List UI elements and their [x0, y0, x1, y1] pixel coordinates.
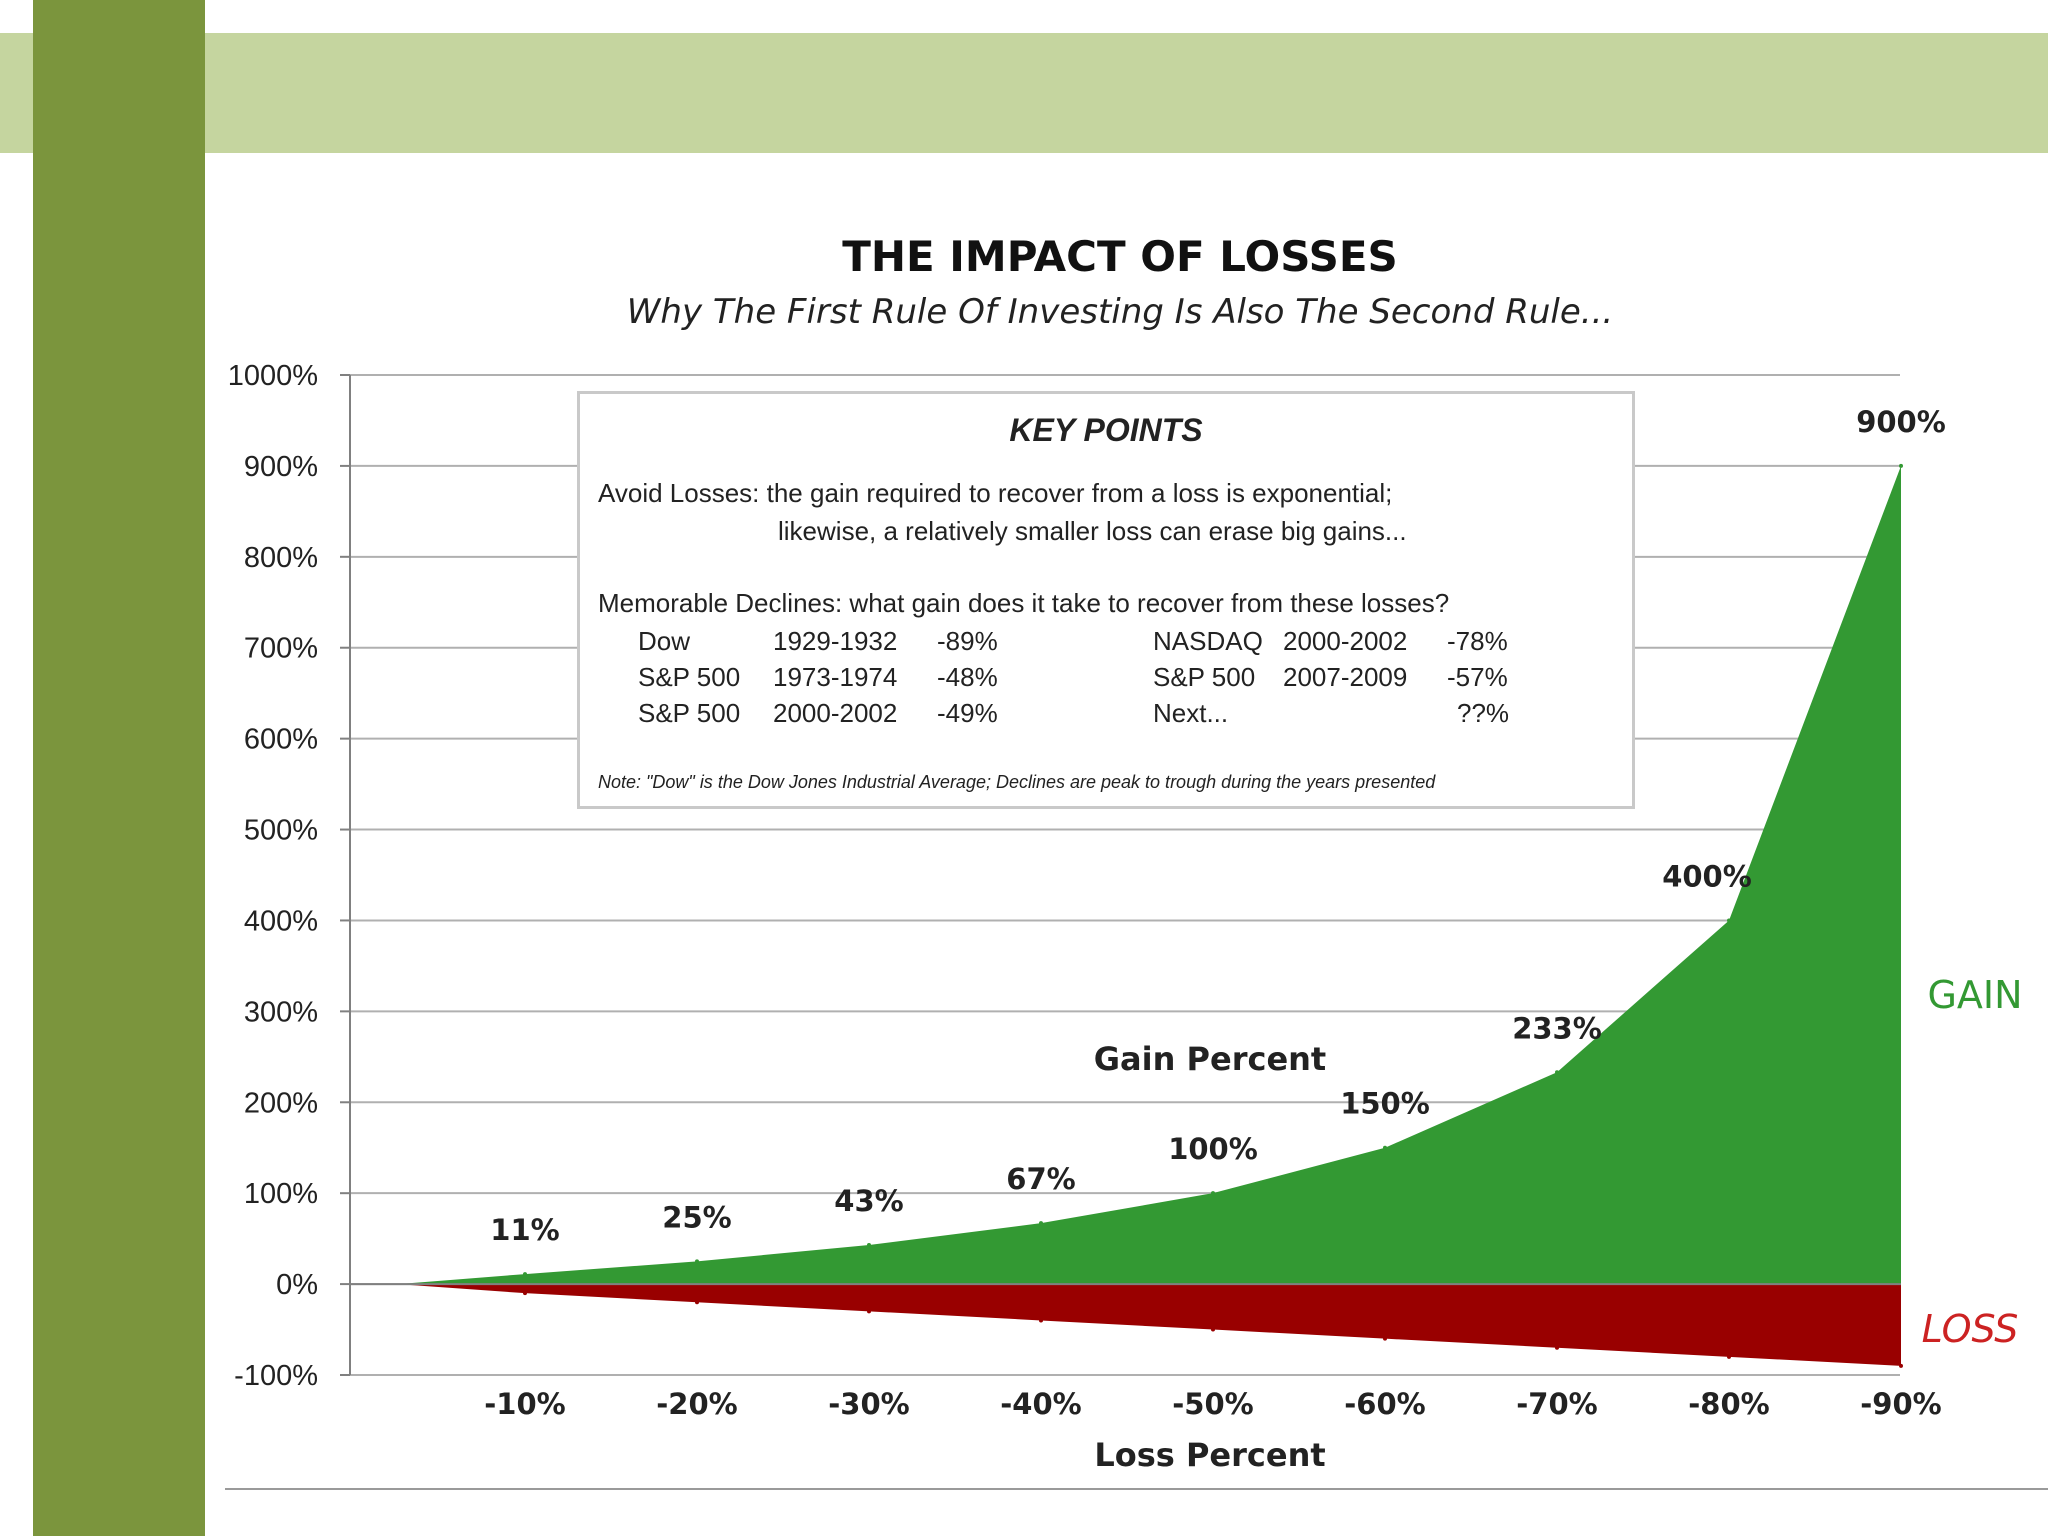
gain-point [867, 1243, 871, 1247]
y-tick-label: 100% [244, 1178, 318, 1210]
y-tick-label: 400% [244, 905, 318, 937]
decline-name: S&P 500 [638, 662, 741, 692]
x-tick-label: -90% [1860, 1387, 1941, 1421]
x-tick-label: -20% [656, 1387, 737, 1421]
y-tick-label: 800% [244, 542, 318, 574]
decline-pct: ??% [1457, 698, 1510, 728]
loss-area [398, 1284, 1901, 1366]
gain-point [1555, 1070, 1559, 1075]
gain-point [695, 1259, 699, 1264]
y-tick-label: 500% [244, 815, 318, 847]
chart-subtitle: Why The First Rule Of Investing Is Also … [626, 292, 1614, 332]
left-accent-bar [33, 0, 205, 1536]
loss-point [1727, 1354, 1731, 1359]
loss-point [1899, 1363, 1903, 1368]
loss-point [523, 1291, 527, 1296]
x-tick-label: -10% [484, 1387, 565, 1421]
y-tick-label: 600% [244, 724, 318, 756]
gain-point [1727, 918, 1731, 923]
y-tick-label: 0% [276, 1269, 318, 1301]
decline-years: 2007-2009 [1283, 662, 1408, 692]
gain-data-label: 11% [490, 1213, 559, 1247]
x-tick-label: -50% [1172, 1387, 1253, 1421]
decline-pct: -48% [937, 662, 998, 692]
loss-point [1383, 1336, 1387, 1341]
decline-years: 2000-2002 [773, 698, 898, 728]
avoid-losses-line-2: likewise, a relatively smaller loss can … [778, 516, 1407, 546]
gain-point [1039, 1221, 1043, 1226]
key-points-note: Note: "Dow" is the Dow Jones Industrial … [598, 772, 1436, 792]
loss-series-label: LOSS [1922, 1307, 2019, 1351]
gain-point [1899, 463, 1903, 468]
decline-pct: -78% [1447, 626, 1508, 656]
gain-data-label: 150% [1340, 1087, 1430, 1121]
y-tick-label: 1000% [228, 360, 318, 392]
x-tick-label: -80% [1688, 1387, 1769, 1421]
gain-data-label: 900% [1856, 405, 1946, 439]
x-tick-label: -70% [1516, 1387, 1597, 1421]
loss-point [1555, 1345, 1559, 1350]
decline-years: 1973-1974 [773, 662, 898, 692]
y-tick-label: 700% [244, 633, 318, 665]
loss-point [867, 1309, 871, 1314]
gain-data-label: 100% [1168, 1132, 1258, 1166]
gain-point [1383, 1145, 1387, 1150]
x-tick-label: -40% [1000, 1387, 1081, 1421]
key-points-box: KEY POINTS Avoid Losses: the gain requir… [577, 391, 1635, 809]
decline-name: S&P 500 [638, 698, 741, 728]
decline-years: 2000-2002 [1283, 626, 1408, 656]
gain-data-label: 233% [1512, 1011, 1602, 1045]
decline-pct: -89% [937, 626, 998, 656]
y-tick-label: 900% [244, 451, 318, 483]
bottom-divider [225, 1488, 2048, 1490]
decline-name: Dow [638, 626, 691, 656]
loss-point [695, 1300, 699, 1305]
gain-point [1211, 1191, 1215, 1196]
gain-data-label: 43% [834, 1184, 903, 1218]
y-tick-label: 300% [244, 996, 318, 1028]
gain-series-label: GAIN [1927, 973, 2022, 1017]
memorable-declines-line: Memorable Declines: what gain does it ta… [598, 588, 1450, 618]
gain-data-label: 67% [1006, 1162, 1075, 1196]
gain-data-label: 25% [662, 1200, 731, 1234]
decline-years: 1929-1932 [773, 626, 898, 656]
x-tick-label: -60% [1344, 1387, 1425, 1421]
x-axis-title: Loss Percent [1094, 1436, 1325, 1474]
y-tick-label: -100% [234, 1360, 318, 1392]
gain-point [523, 1272, 527, 1277]
avoid-losses-line-1: Avoid Losses: the gain required to recov… [598, 478, 1393, 508]
decline-name: NASDAQ [1153, 626, 1263, 656]
decline-pct: -49% [937, 698, 998, 728]
decline-pct: -57% [1447, 662, 1508, 692]
loss-point [1039, 1318, 1043, 1323]
x-tick-label: -30% [828, 1387, 909, 1421]
gain-data-label: 400% [1662, 859, 1752, 893]
loss-point [1211, 1327, 1215, 1332]
chart-title: THE IMPACT OF LOSSES [842, 232, 1398, 281]
decline-name: S&P 500 [1153, 662, 1256, 692]
key-points-title: KEY POINTS [1009, 412, 1203, 448]
gain-area [398, 465, 1901, 1285]
gain-percent-annotation: Gain Percent [1094, 1040, 1326, 1078]
decline-name: Next... [1153, 698, 1229, 728]
y-tick-label: 200% [244, 1087, 318, 1119]
header-band [0, 33, 2048, 153]
